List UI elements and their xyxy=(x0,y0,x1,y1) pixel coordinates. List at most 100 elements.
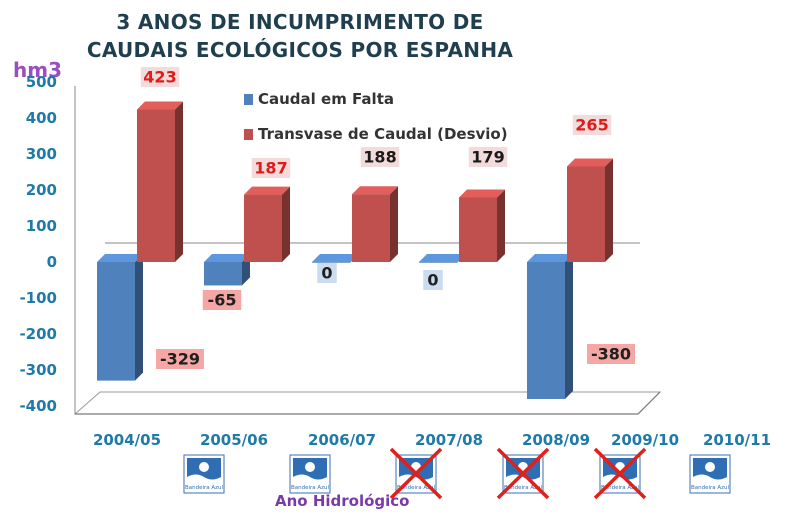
x-tick-label: 2004/05 xyxy=(93,431,161,449)
legend-caudal-em-falta-swatch xyxy=(244,94,253,105)
blue-flag-badge-1: Bandeira Azul xyxy=(289,454,331,494)
bar-transvase-4-front xyxy=(567,166,605,262)
data-label-caudal-em-falta-0: -329 xyxy=(156,349,204,369)
y-axis-unit: hm3 xyxy=(13,58,62,82)
bar-caudal-em-falta-1-top xyxy=(204,254,250,262)
bar-caudal-em-falta-1-front xyxy=(204,262,242,286)
wave-icon xyxy=(293,474,327,482)
bar-caudal-em-falta-0-front xyxy=(97,262,135,381)
y-tick-label: 500 xyxy=(26,73,57,91)
data-label-transvase-3-text: 179 xyxy=(471,148,504,167)
data-label-caudal-em-falta-4: -380 xyxy=(587,344,635,364)
data-label-caudal-em-falta-0-text: -329 xyxy=(160,350,200,369)
cross-icon xyxy=(389,447,443,500)
blue-flag-badge-3: Bandeira Azul xyxy=(496,447,550,500)
data-label-transvase-2-text: 188 xyxy=(363,148,396,167)
bar-caudal-em-falta-4-side xyxy=(565,254,573,399)
data-label-caudal-em-falta-4-bg xyxy=(587,344,635,364)
bar-transvase-1-front xyxy=(244,194,282,262)
x-tick-label: 2010/11 xyxy=(703,431,771,449)
data-label-transvase-0-text: 423 xyxy=(143,68,176,87)
data-label-caudal-em-falta-3: 0 xyxy=(423,270,443,290)
bar-transvase-4 xyxy=(567,158,613,262)
data-label-caudal-em-falta-1: -65 xyxy=(202,290,242,310)
blue-flag-badge-0: Bandeira Azul xyxy=(183,454,225,494)
data-label-caudal-em-falta-2-text: 0 xyxy=(321,264,332,283)
bar-caudal-em-falta-2-top xyxy=(312,254,358,262)
bar-caudal-em-falta-4-top xyxy=(527,254,573,262)
data-label-caudal-em-falta-3-bg xyxy=(423,270,443,290)
data-label-transvase-4: 265 xyxy=(572,115,612,135)
data-label-caudal-em-falta-4-text: -380 xyxy=(591,345,631,364)
bar-transvase-0 xyxy=(137,101,183,262)
data-label-transvase-4-text: 265 xyxy=(575,116,608,135)
bar-transvase-1-top xyxy=(244,186,290,195)
legend-caudal-em-falta: Caudal em Falta xyxy=(244,90,394,108)
y-tick-label: -200 xyxy=(19,325,57,343)
data-label-caudal-em-falta-2-bg xyxy=(317,263,337,283)
legend-transvase: Transvase de Caudal (Desvio) xyxy=(244,125,508,143)
badge-caption: Bandeira Azul xyxy=(691,485,730,491)
sun-icon xyxy=(705,462,715,472)
legend-transvase-swatch xyxy=(244,129,253,140)
bar-caudal-em-falta-4-front xyxy=(527,262,565,399)
bar-caudal-em-falta-0-top xyxy=(97,254,143,262)
wave-icon xyxy=(693,474,727,482)
data-label-transvase-1-text: 187 xyxy=(254,159,287,178)
bar-transvase-0-front xyxy=(137,109,175,262)
bar-caudal-em-falta-3-top xyxy=(419,254,465,262)
data-label-caudal-em-falta-2: 0 xyxy=(317,263,337,283)
data-label-caudal-em-falta-3-text: 0 xyxy=(427,271,438,290)
x-tick-label: 2009/10 xyxy=(611,431,679,449)
x-tick-label: 2007/08 xyxy=(415,431,483,449)
badge-caption: Bandeira Azul xyxy=(397,485,436,491)
bar-transvase-3-top xyxy=(459,189,505,198)
data-label-caudal-em-falta-1-text: -65 xyxy=(208,291,237,310)
y-tick-label: -300 xyxy=(19,361,57,379)
floor-edge xyxy=(75,391,661,415)
bar-transvase-2 xyxy=(352,186,398,262)
bar-transvase-2-top xyxy=(352,186,398,195)
data-label-caudal-em-falta-1-bg xyxy=(202,290,242,310)
bar-transvase-0-side xyxy=(175,101,183,262)
data-label-caudal-em-falta-0-bg xyxy=(156,349,204,369)
legend-caudal-em-falta-label: Caudal em Falta xyxy=(258,90,394,108)
data-label-transvase-0: 423 xyxy=(140,67,180,87)
bar-caudal-em-falta-3 xyxy=(419,254,465,263)
y-tick-label: 300 xyxy=(26,145,57,163)
legend-transvase-label: Transvase de Caudal (Desvio) xyxy=(258,125,508,143)
bar-transvase-3-front xyxy=(459,197,497,262)
blue-flag-badge-4: Bandeira Azul xyxy=(593,447,647,500)
chart-floor xyxy=(73,391,662,415)
cross-icon xyxy=(593,447,647,500)
data-label-transvase-4-bg xyxy=(572,115,612,135)
badge-caption: Bandeira Azul xyxy=(601,485,640,491)
data-label-transvase-3: 179 xyxy=(468,147,508,167)
badge-caption: Bandeira Azul xyxy=(504,485,543,491)
bar-transvase-3 xyxy=(459,189,505,262)
data-label-transvase-3-bg xyxy=(468,147,508,167)
blue-flag-badge-5: Bandeira Azul xyxy=(689,454,731,494)
bar-caudal-em-falta-0-side xyxy=(135,254,143,381)
data-label-transvase-1: 187 xyxy=(251,158,291,178)
data-label-transvase-0-bg xyxy=(140,67,180,87)
x-tick-label: 2008/09 xyxy=(522,431,590,449)
bar-transvase-4-top xyxy=(567,158,613,167)
x-tick-label: 2005/06 xyxy=(200,431,268,449)
cross-icon xyxy=(496,447,550,500)
y-tick-label: 100 xyxy=(26,217,57,235)
x-axis-title: Ano Hidrológico xyxy=(275,492,410,510)
badge-caption: Bandeira Azul xyxy=(291,485,330,491)
sun-icon xyxy=(199,462,209,472)
bar-caudal-em-falta-0 xyxy=(97,254,143,381)
wave-icon xyxy=(187,474,221,482)
bar-caudal-em-falta-1 xyxy=(204,254,250,286)
y-tick-label: 0 xyxy=(47,253,57,271)
y-tick-label: -100 xyxy=(19,289,57,307)
x-tick-label: 2006/07 xyxy=(308,431,376,449)
bar-caudal-em-falta-4 xyxy=(527,254,573,399)
bar-transvase-3-side xyxy=(497,189,505,262)
sun-icon xyxy=(305,462,315,472)
